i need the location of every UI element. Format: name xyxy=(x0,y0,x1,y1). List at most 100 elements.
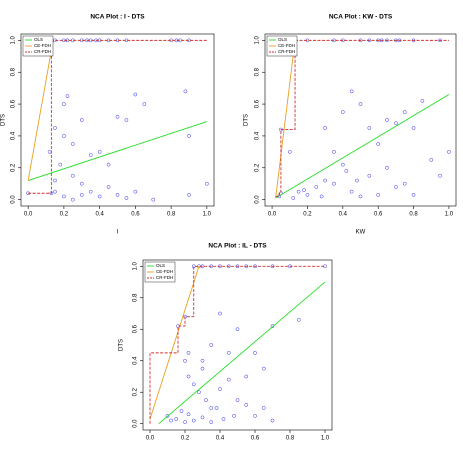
data-point xyxy=(385,118,389,122)
data-point xyxy=(209,420,214,424)
y-axis-label: DTS xyxy=(1,114,7,126)
y-tick-label: 0.2 xyxy=(133,387,139,396)
plot-frame xyxy=(20,33,215,207)
legend-box xyxy=(266,35,298,57)
data-point xyxy=(226,377,231,382)
legend-box xyxy=(144,261,176,283)
legend-label: CE-FDH xyxy=(278,43,295,48)
data-point xyxy=(291,196,296,200)
y-tick-label: 0.2 xyxy=(255,163,261,172)
data-point xyxy=(79,193,84,197)
data-point xyxy=(187,134,191,138)
data-point xyxy=(191,418,196,423)
x-tick-label: 0.8 xyxy=(167,212,176,218)
data-point xyxy=(420,99,425,103)
series-line xyxy=(28,39,207,194)
x-tick-label: 0.0 xyxy=(24,212,33,218)
y-tick-label: 1.0 xyxy=(11,36,17,45)
series-line xyxy=(275,94,450,199)
x-tick-label: 0.2 xyxy=(181,436,190,442)
data-point xyxy=(200,366,205,371)
data-point xyxy=(447,150,451,154)
data-point xyxy=(244,402,249,407)
data-point xyxy=(253,413,257,418)
series-line xyxy=(275,39,449,197)
data-point xyxy=(235,398,240,402)
data-point xyxy=(411,193,416,197)
series-line xyxy=(149,266,200,420)
data-point xyxy=(197,390,201,395)
data-point xyxy=(53,178,57,183)
data-point xyxy=(411,38,416,43)
data-point xyxy=(253,264,257,269)
data-point xyxy=(79,118,84,122)
data-point xyxy=(70,142,75,146)
legend-label: OLS xyxy=(278,37,287,42)
data-point xyxy=(349,89,354,94)
x-tick-label: 0.0 xyxy=(268,212,277,218)
data-point xyxy=(97,194,102,199)
data-point xyxy=(340,162,345,167)
data-point xyxy=(376,193,381,197)
data-point xyxy=(411,126,416,130)
data-point xyxy=(200,358,205,363)
chart-title: NCA Plot : IL - DTS xyxy=(208,243,267,250)
data-point xyxy=(186,374,191,379)
data-point xyxy=(355,178,359,183)
data-point xyxy=(62,134,66,138)
y-tick-label: 0.0 xyxy=(11,195,17,204)
data-point xyxy=(367,173,372,178)
data-point xyxy=(115,114,120,119)
data-point xyxy=(183,89,188,94)
data-point xyxy=(165,413,170,418)
y-tick-label: 0.0 xyxy=(255,195,261,204)
data-point xyxy=(88,153,93,157)
data-point xyxy=(261,406,266,410)
x-axis-label: KW xyxy=(356,230,366,236)
data-point xyxy=(402,110,407,114)
series-line xyxy=(275,40,296,199)
data-point xyxy=(344,169,349,173)
y-axis-label: DTS xyxy=(244,114,250,126)
data-point xyxy=(106,162,111,167)
data-point xyxy=(402,181,407,186)
x-tick-label: 0.2 xyxy=(303,212,312,218)
x-tick-label: 0.6 xyxy=(251,436,260,442)
data-point xyxy=(296,317,301,322)
data-point xyxy=(88,189,93,194)
data-point xyxy=(261,366,266,371)
data-point xyxy=(305,193,310,197)
data-point xyxy=(296,189,301,194)
series-line xyxy=(158,281,326,425)
data-point xyxy=(65,94,70,98)
data-point xyxy=(183,358,187,363)
data-point xyxy=(235,327,240,332)
x-tick-label: 1.0 xyxy=(445,212,454,218)
y-tick-label: 0.4 xyxy=(11,131,17,140)
data-point xyxy=(323,126,327,130)
data-point xyxy=(47,150,52,154)
data-point xyxy=(332,150,336,154)
data-point xyxy=(186,412,191,417)
data-point xyxy=(97,150,102,154)
data-point xyxy=(209,406,214,410)
series-line xyxy=(28,121,207,181)
data-point xyxy=(62,194,66,199)
data-point xyxy=(191,382,196,387)
data-point xyxy=(244,374,249,379)
series-line xyxy=(27,40,54,181)
data-point xyxy=(142,102,147,106)
x-tick-label: 0.6 xyxy=(374,212,383,218)
data-point xyxy=(214,406,219,410)
data-point xyxy=(221,417,226,421)
data-point xyxy=(62,102,66,106)
y-tick-label: 1.0 xyxy=(255,36,261,45)
data-point xyxy=(205,181,209,186)
data-point xyxy=(179,409,184,413)
x-tick-label: 1.0 xyxy=(321,436,330,442)
y-axis-label: DTS xyxy=(119,339,125,351)
data-point xyxy=(358,194,363,199)
data-point xyxy=(133,92,138,97)
data-point xyxy=(200,415,205,420)
